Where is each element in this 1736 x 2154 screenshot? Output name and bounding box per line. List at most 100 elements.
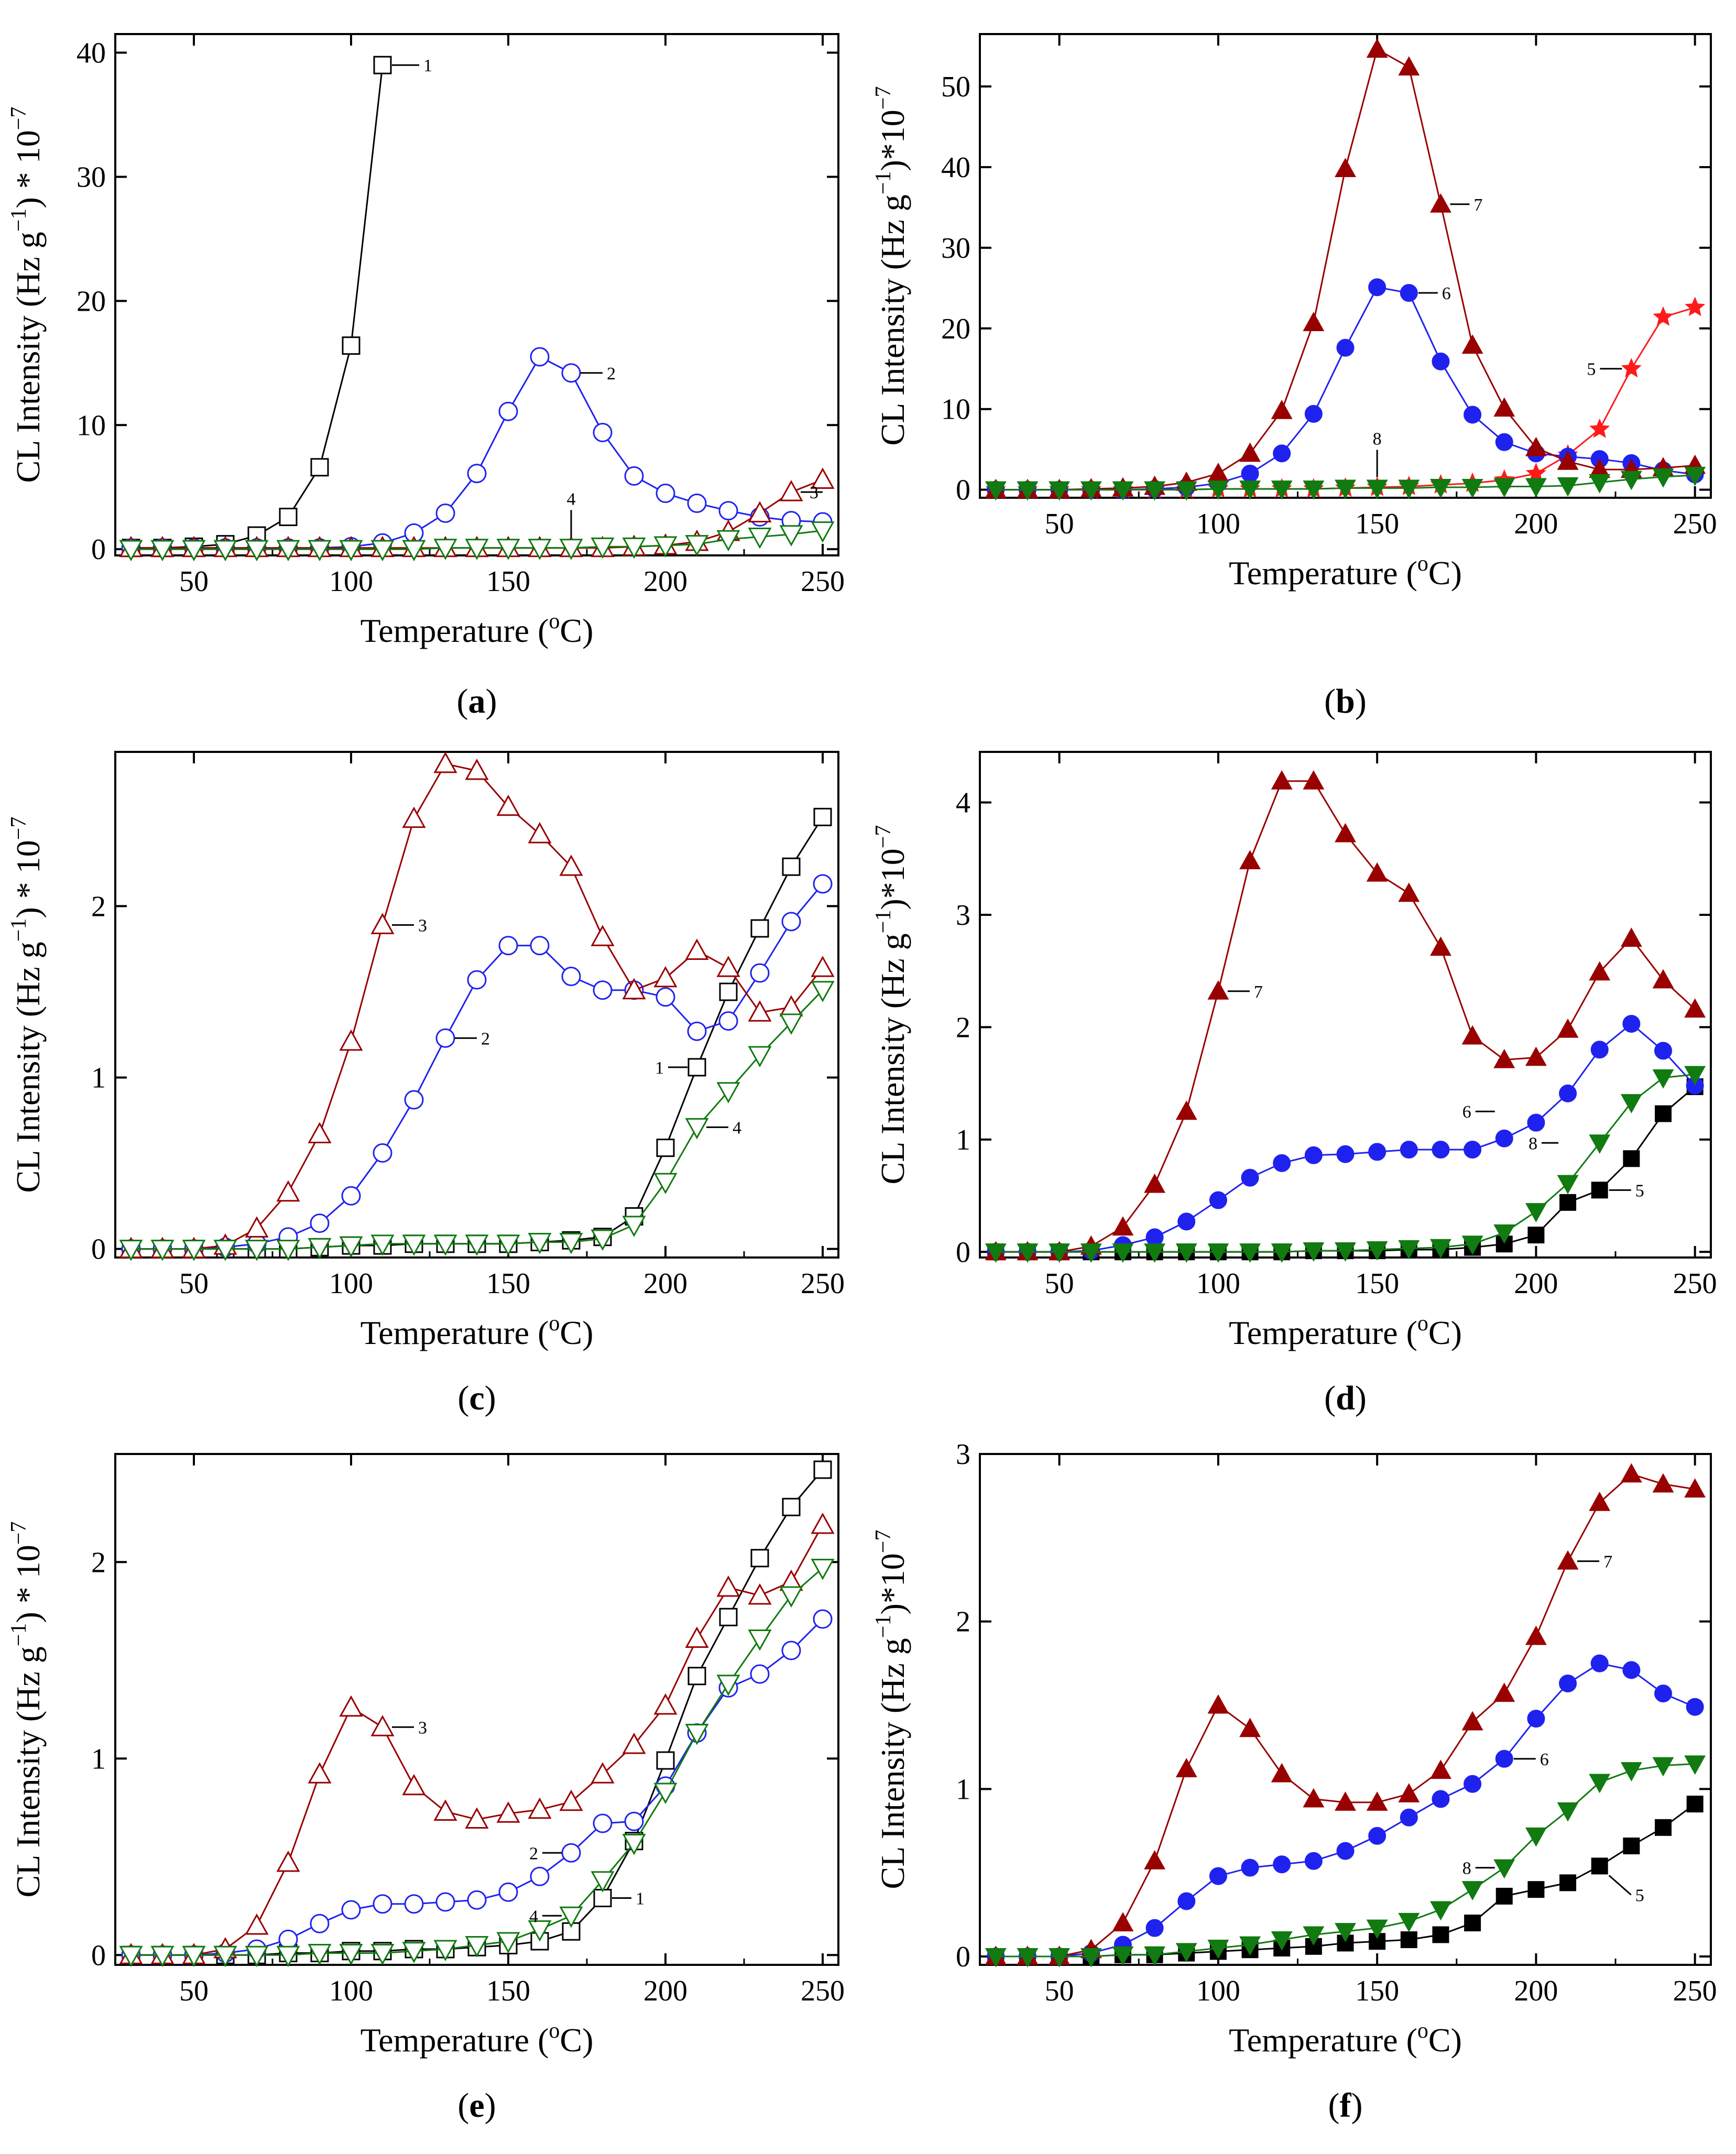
y-tick-label: 1 [91, 1062, 106, 1095]
data-point [1620, 1762, 1642, 1781]
data-point [591, 1871, 615, 1893]
data-point [1430, 1901, 1451, 1921]
data-point [1112, 1912, 1134, 1932]
data-point [685, 535, 709, 556]
data-point [1049, 1243, 1071, 1263]
data-point [435, 503, 455, 523]
data-point [498, 401, 518, 421]
series-c-2 [121, 874, 833, 1259]
data-point [779, 1586, 803, 1608]
annotation-label: 3 [810, 483, 818, 502]
data-point [1241, 1858, 1259, 1877]
x-tick-label: 200 [1514, 508, 1558, 540]
data-point [1430, 1759, 1451, 1779]
y-tick-label: 2 [956, 1011, 970, 1044]
data-point [1049, 481, 1071, 501]
data-point [1239, 1718, 1261, 1737]
data-point [1112, 1946, 1134, 1966]
data-point [1398, 1912, 1420, 1932]
data-point [1398, 1783, 1420, 1802]
data-point [593, 1813, 613, 1833]
data-point [779, 480, 803, 501]
series-line [131, 816, 824, 1250]
data-point [496, 1801, 520, 1823]
series-line [131, 883, 824, 1250]
data-point [1049, 1948, 1071, 1967]
series-line [131, 1469, 824, 1956]
data-point [1335, 823, 1356, 843]
data-point [276, 1945, 300, 1967]
data-point [1271, 1243, 1293, 1263]
plot-frame [114, 1453, 839, 1966]
data-point [373, 1894, 392, 1914]
y-tick-label: 0 [956, 1236, 970, 1269]
series-b-6 [987, 278, 1704, 499]
y-tick-label: 40 [77, 37, 106, 70]
data-point [1461, 1025, 1483, 1045]
data-point [716, 956, 740, 977]
data-point [1398, 1240, 1420, 1260]
data-point [404, 1894, 424, 1914]
series-a-4 [119, 521, 835, 562]
series-line [996, 48, 1695, 491]
annotation-label: 2 [607, 364, 616, 384]
data-point [561, 1843, 581, 1863]
annotation-label: 6 [1442, 284, 1451, 303]
data-point [1207, 1940, 1229, 1959]
data-point [1271, 1763, 1293, 1783]
data-point [150, 1945, 174, 1967]
y-tick-label: 3 [956, 1438, 970, 1471]
data-point [370, 1944, 395, 1965]
data-point [1207, 480, 1229, 500]
data-point [435, 1892, 455, 1912]
series-c-4 [119, 981, 835, 1261]
annotation-label: 5 [1587, 360, 1596, 379]
data-point [1684, 998, 1706, 1018]
data-point [1652, 1757, 1674, 1777]
data-point [402, 1234, 426, 1256]
y-tick-label: 10 [941, 393, 970, 426]
series-e-2 [121, 1609, 833, 1965]
data-point [559, 855, 583, 876]
data-point [1305, 1938, 1322, 1955]
data-point [593, 980, 613, 1000]
data-point [1080, 1243, 1102, 1263]
data-point [1144, 1850, 1166, 1869]
annotation-label: 7 [1254, 982, 1263, 1002]
data-point [279, 508, 298, 527]
data-point [1144, 1946, 1166, 1966]
chart-panel-a: 50 100 150 200 250 0 10 20 30 40 1 2 3 4 Temperature (… [7, 33, 845, 720]
data-point [1398, 56, 1420, 76]
data-point [465, 758, 489, 780]
data-point [1655, 1105, 1672, 1122]
data-point [528, 539, 552, 560]
data-point [530, 1866, 550, 1886]
data-point [1461, 334, 1483, 354]
x-axis-title: Temperature (oC) [1229, 2019, 1462, 2059]
x-axis-title: Temperature (oC) [361, 609, 594, 649]
data-point [622, 1834, 646, 1855]
data-point [1400, 1931, 1417, 1949]
data-point [1304, 404, 1323, 423]
data-point [1623, 1838, 1640, 1855]
data-point [1557, 1550, 1579, 1570]
chart-panel-d: 50 100 150 200 250 0 1 2 3 4 5 6 7 8 Temperature (oC) C… [871, 751, 1717, 1417]
data-point [373, 56, 392, 74]
data-point [433, 1799, 457, 1821]
data-point [339, 1944, 363, 1965]
data-point [748, 1046, 772, 1068]
data-point [1080, 481, 1102, 501]
data-point [1336, 338, 1355, 357]
data-point [1304, 1852, 1323, 1870]
data-point [245, 1945, 269, 1967]
data-point [813, 1460, 832, 1479]
data-point [1400, 284, 1418, 302]
data-point [433, 1940, 457, 1962]
data-point [748, 1583, 772, 1605]
data-point [1175, 1943, 1197, 1963]
chart-panel-e: 50 100 150 200 250 0 1 2 1 2 3 4 Temperature (oC) CL … [7, 1453, 845, 2125]
series-d-5 [987, 1078, 1704, 1261]
series-line [996, 1074, 1695, 1253]
y-tick-label: 1 [956, 1124, 970, 1156]
data-point [245, 1913, 269, 1935]
